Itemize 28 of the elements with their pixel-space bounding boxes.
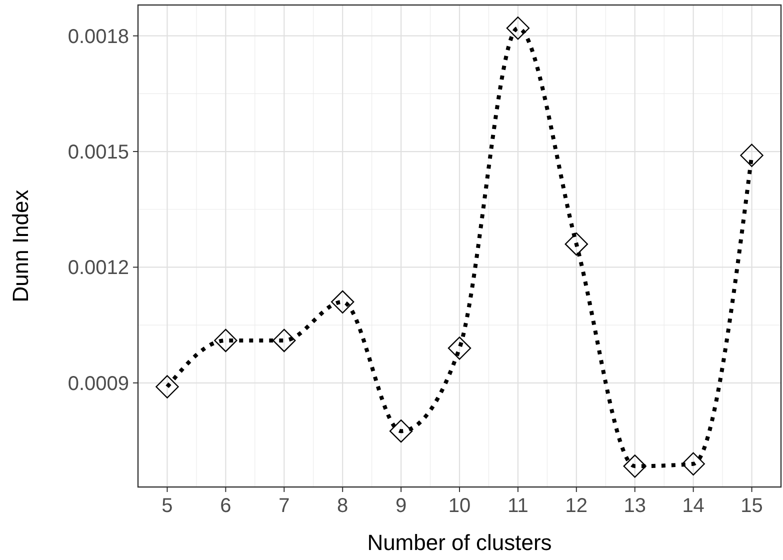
x-tick-label: 14	[682, 495, 704, 517]
point	[389, 419, 413, 443]
point	[682, 452, 705, 476]
point	[506, 16, 530, 40]
x-tick-label: 15	[740, 495, 763, 517]
point	[740, 144, 764, 167]
x-tick-label: 6	[220, 495, 232, 517]
y-tick-label: 0.0018	[68, 26, 129, 48]
point	[156, 375, 179, 398]
x-tick-label: 8	[337, 495, 348, 517]
x-tick-label: 13	[624, 495, 646, 517]
x-axis-title: Number of clusters	[367, 530, 552, 555]
x-tick-label: 10	[448, 495, 471, 517]
point	[214, 328, 238, 352]
y-tick-label: 0.0015	[68, 142, 129, 164]
point	[564, 232, 588, 256]
y-tick-label: 0.0009	[68, 372, 129, 395]
x-tick-label: 5	[162, 495, 173, 517]
x-tick-label: 9	[395, 495, 407, 517]
point	[272, 328, 296, 352]
x-tick-label: 11	[508, 495, 528, 517]
point	[623, 454, 646, 478]
x-tick-label: 7	[278, 495, 290, 517]
y-axis-title: Dunn Index	[8, 190, 33, 302]
point	[448, 336, 472, 360]
x-tick-label: 12	[565, 495, 588, 517]
point	[330, 290, 354, 314]
y-tick-label: 0.0012	[68, 257, 129, 280]
